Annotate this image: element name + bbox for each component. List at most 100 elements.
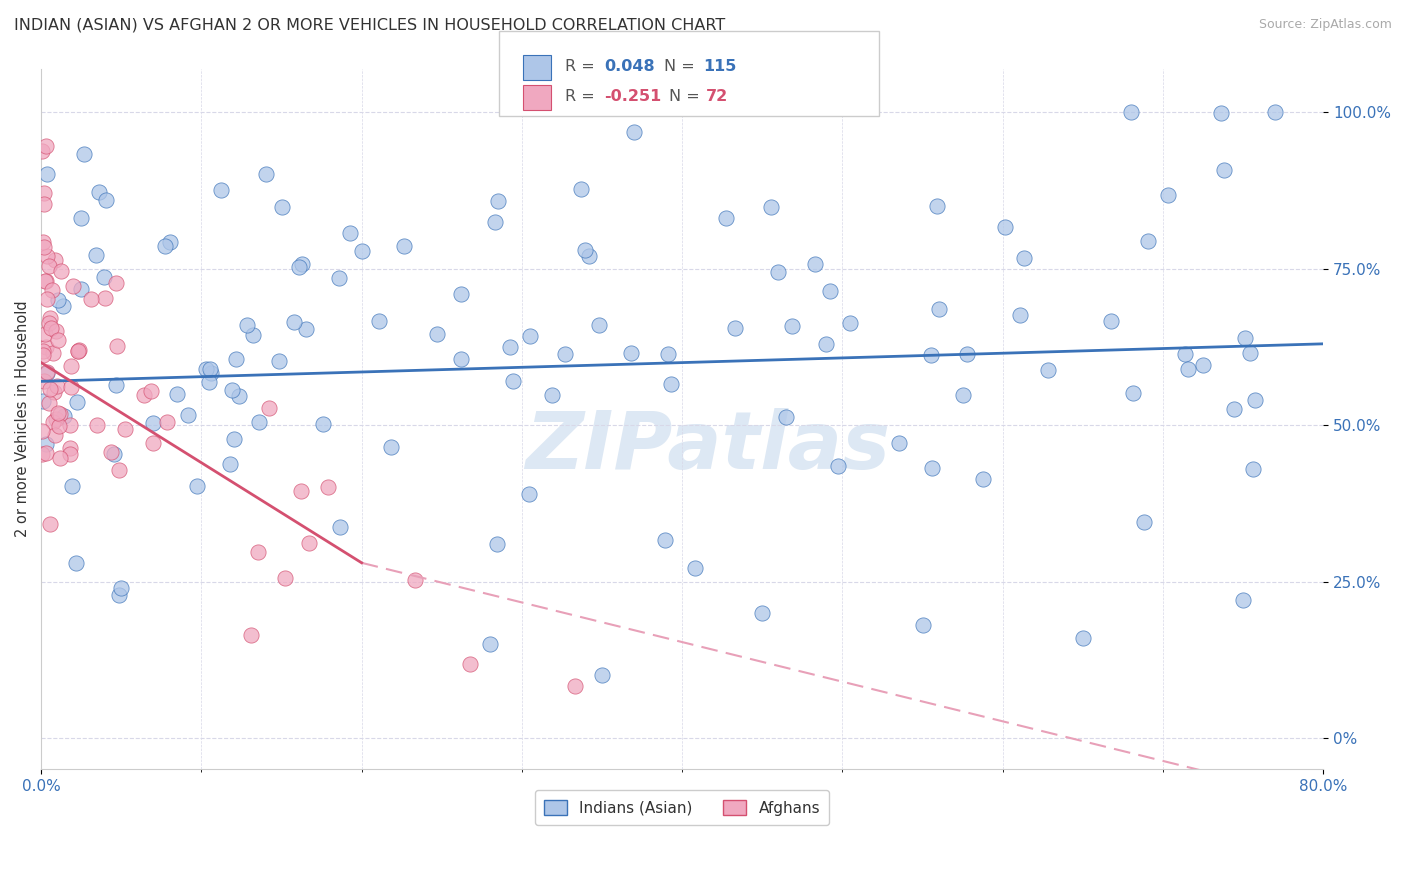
Point (484, 215, 506, 229)
Point (59, 417, 82, 432)
Point (31, 343, 53, 358)
Point (32, 235, 55, 250)
Text: ZIPatlas: ZIPatlas (526, 408, 890, 486)
Point (60, 380, 83, 394)
Point (486, 536, 509, 550)
Y-axis label: 2 or more Vehicles in Household: 2 or more Vehicles in Household (15, 301, 30, 537)
Point (35, 292, 58, 306)
Point (240, 628, 263, 642)
Point (32, 393, 55, 408)
Point (44, 427, 66, 442)
Point (34, 327, 56, 342)
Point (450, 287, 472, 301)
Point (724, 320, 747, 334)
Point (591, 668, 613, 682)
Point (62, 279, 84, 293)
Point (32, 374, 55, 388)
Point (200, 367, 222, 381)
Point (86, 417, 108, 432)
Point (1213, 162, 1236, 177)
Text: -0.251: -0.251 (605, 89, 662, 103)
Point (51, 263, 73, 277)
Point (751, 606, 773, 620)
Point (44, 253, 66, 268)
Point (41, 283, 63, 297)
Point (108, 463, 131, 477)
Point (73, 147, 96, 161)
Point (166, 386, 188, 401)
Point (458, 657, 481, 671)
Point (782, 318, 804, 333)
Point (32, 186, 55, 200)
Point (31, 447, 53, 461)
Point (714, 211, 737, 226)
Point (827, 459, 849, 474)
Point (139, 384, 162, 399)
Point (59, 447, 82, 461)
Point (176, 409, 198, 423)
Text: Source: ZipAtlas.com: Source: ZipAtlas.com (1258, 18, 1392, 31)
Point (45, 412, 67, 426)
Point (153, 239, 176, 253)
Point (517, 487, 540, 501)
Point (838, 316, 860, 330)
Point (328, 271, 350, 285)
Point (87, 185, 110, 199)
Point (283, 315, 305, 329)
Point (380, 440, 402, 454)
Point (569, 182, 592, 196)
Point (312, 417, 335, 431)
Point (53, 409, 76, 424)
Point (45, 324, 67, 338)
Point (35, 436, 58, 450)
Point (623, 125, 645, 139)
Point (1223, 402, 1246, 417)
Point (1239, 345, 1261, 359)
Point (1132, 515, 1154, 529)
Point (564, 679, 586, 693)
Point (35, 365, 58, 379)
Point (103, 446, 125, 460)
Point (94, 193, 117, 207)
Point (66, 395, 89, 409)
Point (502, 375, 524, 389)
Point (48, 450, 70, 465)
Point (274, 571, 297, 585)
Point (225, 351, 247, 366)
Point (1244, 392, 1267, 407)
Point (219, 457, 242, 471)
Point (426, 327, 449, 342)
Point (32, 348, 55, 362)
Point (42, 346, 65, 360)
Point (927, 199, 949, 213)
Point (66, 343, 89, 358)
Point (70, 211, 93, 225)
Point (31, 145, 53, 159)
Point (814, 337, 837, 351)
Point (67, 343, 90, 358)
Point (1234, 331, 1257, 345)
Point (392, 239, 415, 253)
Point (254, 167, 277, 181)
Point (759, 200, 782, 214)
Point (236, 318, 259, 332)
Point (404, 573, 426, 587)
Point (1071, 631, 1094, 645)
Point (66, 344, 89, 359)
Point (108, 588, 131, 602)
Point (921, 461, 943, 475)
Point (269, 354, 291, 368)
Point (222, 432, 245, 446)
Point (132, 388, 155, 402)
Point (1174, 347, 1197, 361)
Text: 0.048: 0.048 (605, 59, 655, 73)
Point (768, 265, 790, 279)
Point (298, 535, 321, 549)
Point (100, 444, 122, 458)
Point (683, 561, 706, 575)
Point (46, 406, 69, 420)
Point (367, 314, 389, 328)
Point (540, 388, 562, 402)
Point (659, 377, 682, 392)
Point (486, 194, 509, 209)
